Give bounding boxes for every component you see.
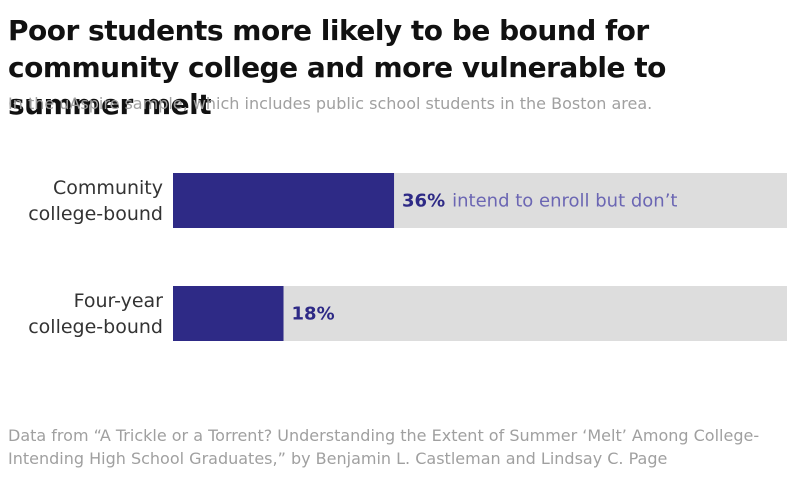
annotation: intend to enroll but don’t [452, 191, 677, 212]
value-label-group: 18% [292, 304, 335, 325]
bar [173, 173, 395, 228]
chart-title: Poor students more likely to be bound fo… [8, 14, 666, 121]
bar [173, 286, 284, 341]
category-label: Community college-bound [28, 176, 163, 225]
chart-subtitle: In the uAspire sample, which includes pu… [8, 94, 653, 113]
value-label-group: 36% intend to enroll but don’t [402, 191, 677, 212]
source-note: Data from “A Trickle or a Torrent? Under… [8, 426, 760, 468]
value-label: 18% [292, 304, 335, 325]
category-label: Four-year college-bound [28, 289, 163, 338]
value-label: 36% [402, 191, 445, 212]
